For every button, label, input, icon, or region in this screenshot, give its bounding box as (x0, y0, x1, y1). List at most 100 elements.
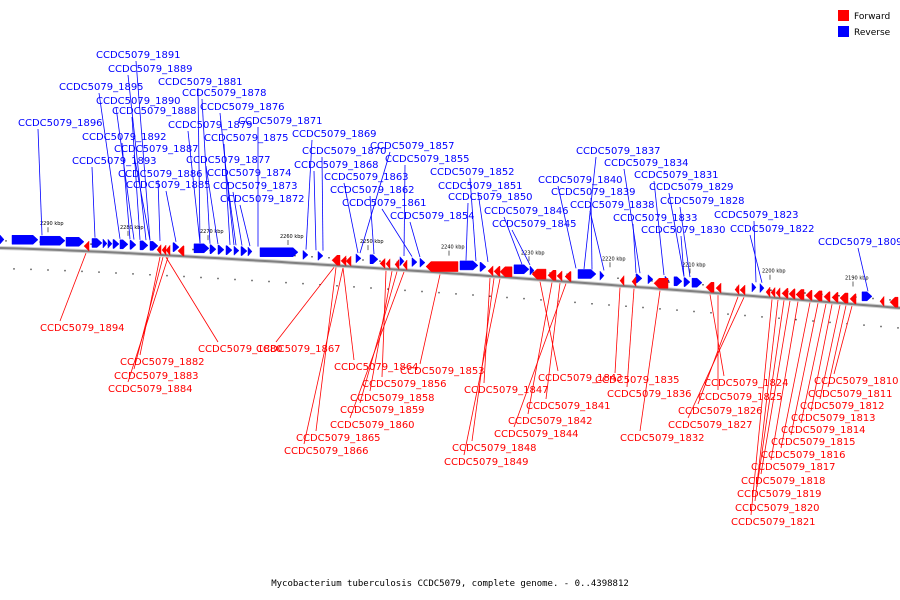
forward-gene (879, 295, 885, 308)
forward-gene-label: CCDC5079_1848 (452, 443, 537, 454)
reverse-gene (91, 238, 103, 248)
leader-line (275, 267, 335, 343)
leader-line (623, 168, 641, 274)
tick-label: 2260 kbp (280, 234, 304, 240)
leader-line (754, 299, 779, 502)
leader-line (381, 208, 413, 257)
leader-line (810, 304, 833, 412)
forward-gene (493, 266, 501, 277)
leader-line (756, 300, 785, 488)
forward-gene (775, 287, 781, 299)
reverse-gene (355, 253, 362, 264)
reverse-gene (302, 249, 309, 260)
forward-gene-label: CCDC5079_1832 (620, 433, 705, 444)
leader-line (359, 151, 391, 254)
forward-gene (823, 291, 831, 302)
legend-label: Reverse (854, 28, 891, 38)
reverse-gene-label: CCDC5079_1837 (576, 146, 661, 157)
reverse-gene-label: CCDC5079_1854 (390, 211, 475, 222)
forward-gene (177, 245, 185, 257)
reverse-gene (259, 247, 299, 257)
leader-line (539, 281, 559, 372)
leader-line (513, 283, 567, 428)
reverse-gene-label: CCDC5079_1857 (370, 141, 455, 152)
reverse-gene-label: CCDC5079_1889 (108, 64, 193, 75)
reverse-gene (0, 234, 5, 245)
leader-line (91, 166, 96, 238)
forward-gene-label: CCDC5079_1824 (704, 378, 789, 389)
leader-line (790, 303, 819, 436)
reverse-gene (861, 291, 873, 302)
forward-gene-label: CCDC5079_1842 (508, 416, 593, 427)
leader-line (463, 278, 501, 456)
forward-gene-label: CCDC5079_1817 (751, 462, 836, 473)
reverse-gene-label: CCDC5079_1893 (72, 156, 157, 167)
reverse-gene-label: CCDC5079_1862 (330, 185, 415, 196)
reverse-gene-label: CCDC5079_1895 (59, 82, 144, 93)
forward-gene-label: CCDC5079_1880 (198, 344, 283, 355)
tick-label: 2250 kbp (360, 239, 384, 245)
forward-gene-label: CCDC5079_1815 (771, 437, 856, 448)
reverse-gene (459, 260, 479, 271)
tick-label: 2220 kbp (602, 256, 626, 262)
tick-label: 2290 kbp (40, 221, 64, 227)
leader-line (833, 305, 853, 375)
leader-line (614, 287, 621, 374)
reverse-gene-label: CCDC5079_1877 (186, 155, 271, 166)
reverse-gene-label: CCDC5079_1850 (448, 192, 533, 203)
forward-gene (889, 296, 899, 308)
reverse-gene-label: CCDC5079_1823 (714, 210, 799, 221)
leader-line (37, 128, 43, 236)
leader-line (305, 139, 313, 250)
forward-gene (734, 283, 740, 296)
reverse-gene-label: CCDC5079_1887 (114, 144, 199, 155)
forward-gene-label: CCDC5079_1811 (808, 389, 893, 400)
reverse-gene-label: CCDC5079_1861 (342, 198, 427, 209)
reverse-gene (129, 240, 137, 250)
reverse-gene (112, 239, 120, 249)
leader-line (127, 74, 147, 241)
reverse-gene (39, 235, 66, 246)
leader-line (165, 257, 219, 343)
tick-label: 2270 kbp (200, 229, 224, 235)
leader-line (626, 288, 635, 388)
leader-line (121, 142, 131, 240)
reverse-gene-label: CCDC5079_1829 (649, 182, 734, 193)
leader-line (800, 303, 827, 424)
forward-gene-label: CCDC5079_1858 (350, 393, 435, 404)
tick-label: 2280 kbp (120, 225, 144, 231)
forward-gene (813, 290, 823, 302)
forward-gene-label: CCDC5079_1843 (538, 373, 623, 384)
leader-line (680, 235, 685, 277)
reverse-gene (577, 269, 597, 279)
forward-gene-label: CCDC5079_1883 (114, 371, 199, 382)
reverse-gene-label: CCDC5079_1852 (430, 167, 515, 178)
leader-line (857, 247, 869, 292)
backbone-shadow (0, 246, 900, 310)
forward-gene-label: CCDC5079_1835 (595, 375, 680, 386)
leader-line (201, 98, 211, 244)
leader-line (760, 300, 791, 475)
forward-gene (331, 254, 341, 266)
reverse-gene (369, 254, 379, 265)
reverse-gene-label: CCDC5079_1874 (207, 168, 292, 179)
reverse-gene-label: CCDC5079_1863 (324, 172, 409, 183)
reverse-gene-label: CCDC5079_1838 (570, 200, 655, 211)
reverse-gene-label: CCDC5079_1846 (484, 206, 569, 217)
reverse-gene (240, 246, 248, 256)
tick-label: 2190 kbp (845, 275, 869, 281)
forward-gene-label: CCDC5079_1825 (698, 392, 783, 403)
forward-gene (83, 240, 90, 252)
leader-line (115, 106, 135, 240)
reverse-gene-label: CCDC5079_1870 (302, 146, 387, 157)
forward-gene (839, 292, 849, 304)
legend-label: Forward (854, 12, 890, 22)
forward-gene-label: CCDC5079_1865 (296, 433, 381, 444)
forward-gene (739, 284, 746, 296)
forward-gene-label: CCDC5079_1866 (284, 446, 369, 457)
genome-backbone (0, 247, 900, 309)
reverse-gene (119, 239, 129, 250)
leader-line (503, 216, 523, 265)
